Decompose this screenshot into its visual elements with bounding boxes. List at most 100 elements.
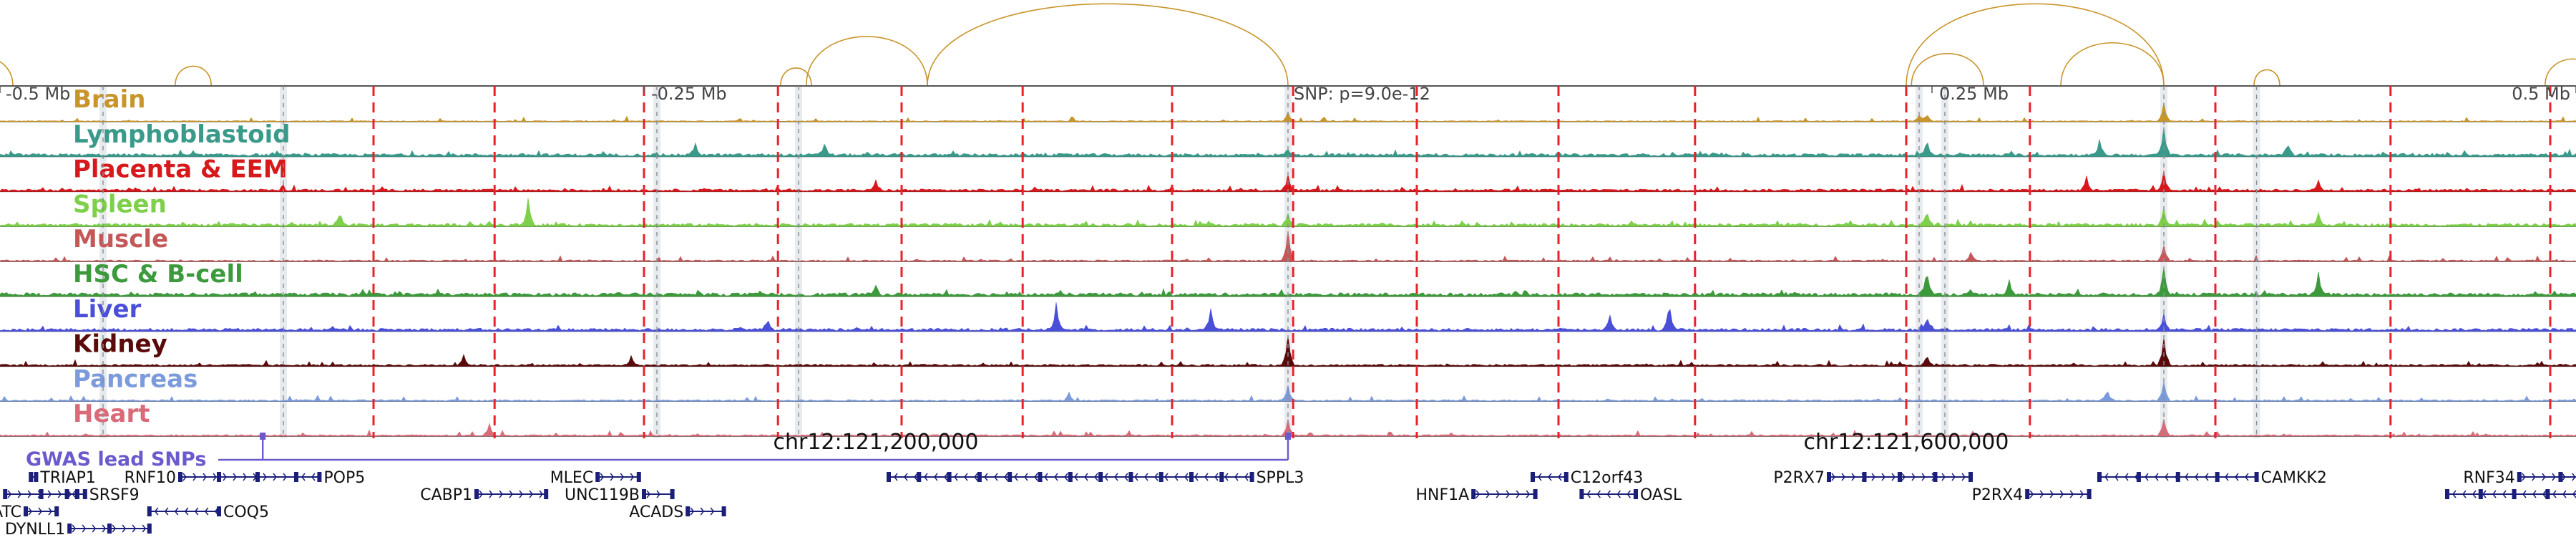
interaction-arc	[2060, 42, 2165, 87]
strand-chevron	[213, 473, 217, 481]
strand-chevron	[1586, 490, 1591, 498]
gene-label: POP5	[323, 469, 365, 487]
strand-chevron	[2502, 490, 2507, 498]
strand-chevron	[72, 524, 77, 533]
gene-label: P2RX4	[1972, 486, 2024, 504]
strand-chevron	[1881, 473, 1885, 481]
gene-label: HNF1A	[1415, 486, 1469, 504]
gene-sppl3: SPPL3	[887, 469, 1304, 487]
strand-chevron	[2165, 473, 2169, 481]
axis-tick-label: -0.25 Mb	[651, 84, 727, 104]
strand-chevron	[1094, 473, 1098, 481]
exon	[1898, 472, 1902, 482]
track-label: Kidney	[73, 330, 167, 359]
interaction-arc	[0, 61, 14, 87]
track-signal	[0, 381, 2576, 402]
strand-chevron	[2114, 473, 2119, 481]
strand-chevron	[1004, 473, 1008, 481]
strand-chevron	[82, 524, 87, 533]
strand-chevron	[2245, 473, 2249, 481]
exon	[2215, 472, 2220, 482]
strand-chevron	[142, 524, 147, 533]
strand-chevron	[203, 473, 207, 481]
strand-chevron	[2452, 490, 2457, 498]
gene-oasl: OASL	[1579, 486, 1682, 504]
exon	[1933, 472, 1938, 482]
axis-tick-label: -0.5 Mb	[6, 84, 70, 104]
interaction-arc	[927, 3, 1289, 87]
strand-chevron	[112, 524, 117, 533]
interaction-arc	[806, 36, 928, 87]
exon	[2512, 489, 2517, 499]
strand-chevron	[924, 473, 928, 481]
strand-chevron	[311, 473, 316, 481]
exon	[1471, 489, 1476, 499]
strand-chevron	[690, 507, 695, 516]
gene-label: SRSF9	[89, 486, 140, 504]
strand-chevron	[499, 490, 503, 498]
exon	[54, 506, 59, 516]
strand-chevron	[1506, 490, 1511, 498]
strand-chevron	[1548, 473, 1552, 481]
snp-label: SNP: p=9.0e-12	[1294, 84, 1430, 104]
strand-chevron	[1044, 473, 1048, 481]
strand-chevron	[2079, 490, 2084, 498]
exon	[917, 472, 922, 482]
strand-chevron	[102, 524, 107, 533]
coordinate-label: chr12:121,200,000	[774, 430, 979, 455]
strand-chevron	[1475, 490, 1480, 498]
strand-chevron	[509, 490, 513, 498]
exon	[1531, 472, 1535, 482]
exon	[1579, 489, 1584, 499]
strand-chevron	[1244, 473, 1249, 481]
coordinate-label: chr12:121,600,000	[1804, 430, 2009, 455]
interaction-arc	[1911, 53, 1984, 87]
strand-chevron	[1606, 490, 1611, 498]
gene-acads: ACADS	[629, 503, 726, 521]
gene-label: OASL	[1640, 486, 1682, 504]
track-label: Heart	[73, 400, 150, 428]
strand-chevron	[2029, 490, 2034, 498]
strand-chevron	[132, 524, 137, 533]
strand-chevron	[1911, 473, 1916, 481]
strand-chevron	[1558, 473, 1562, 481]
exon	[82, 489, 87, 499]
gene-label: C12orf43	[1571, 469, 1644, 487]
strand-chevron	[1538, 473, 1542, 481]
strand-chevron	[2104, 473, 2109, 481]
strand-chevron	[233, 473, 237, 481]
strand-chevron	[154, 507, 159, 516]
exon	[595, 472, 600, 482]
strand-chevron	[944, 473, 948, 481]
gene-label: MLEC	[550, 469, 594, 487]
exon	[217, 472, 221, 482]
strand-chevron	[1871, 473, 1875, 481]
track-lymphoblastoid: Lymphoblastoid	[0, 120, 2576, 158]
strand-chevron	[1034, 473, 1038, 481]
gene-label: ACADS	[629, 503, 683, 521]
strand-chevron	[1194, 473, 1199, 481]
strand-chevron	[122, 524, 127, 533]
exon	[39, 489, 44, 499]
gene-pop5: POP5	[294, 469, 365, 487]
gwas-marker-head	[1285, 433, 1291, 440]
strand-chevron	[600, 473, 605, 481]
strand-chevron	[1024, 473, 1028, 481]
gene-label: AC021546.1	[0, 486, 1, 504]
interaction-arc	[780, 67, 812, 87]
strand-chevron	[2472, 490, 2477, 498]
exon	[1249, 472, 1254, 482]
exon	[1968, 472, 1973, 482]
strand-chevron	[2039, 490, 2044, 498]
exon	[2478, 489, 2483, 499]
strand-chevron	[1485, 490, 1491, 498]
strand-chevron	[630, 473, 635, 481]
strand-chevron	[2482, 490, 2487, 498]
exon	[317, 472, 322, 482]
strand-chevron	[2542, 473, 2546, 481]
track-label: Muscle	[73, 225, 168, 254]
gene-camkk2: CAMKK2	[2097, 469, 2327, 487]
strand-chevron	[28, 507, 32, 516]
